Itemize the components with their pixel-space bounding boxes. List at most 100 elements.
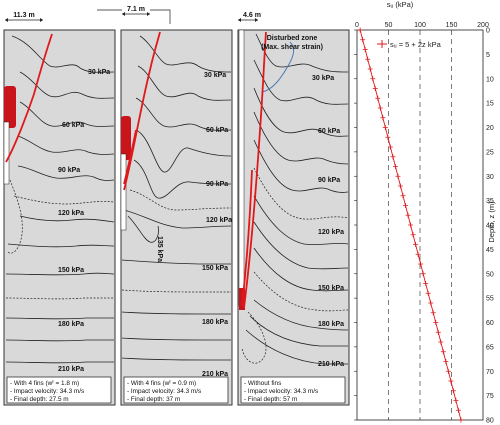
series-0-point-10 — [382, 125, 388, 130]
panel-3-notes-box — [240, 376, 346, 404]
panel-1: 11.3 m 30 kPa 60 kPa 90 kPa 120 kPa 150 … — [3, 12, 116, 406]
series-0-point-9 — [380, 115, 386, 121]
panel-2-background — [120, 29, 233, 406]
panel-3-contour-90 — [253, 139, 349, 193]
panel-3-disturbed-label-2: (Max. shear strain) — [261, 44, 323, 51]
panel-1-label-120: 120 kPa — [58, 210, 84, 217]
y-tick-label-75: 75 — [486, 393, 494, 400]
series-0-point-17 — [400, 193, 406, 199]
series-0-point-4 — [367, 66, 373, 72]
panel-2-failure-line-outer — [123, 31, 161, 191]
panel-2-label-60: 60 kPa — [206, 127, 228, 134]
panel-1-note-2: - Impact velocity: 34.3 m/s — [10, 388, 84, 395]
y-tick-label-55: 55 — [486, 296, 494, 303]
y-tick-label-45: 45 — [486, 247, 494, 254]
series-0-point-29 — [430, 310, 436, 316]
series-0-point-14 — [392, 164, 398, 169]
panel-1-contour-120 — [19, 215, 115, 223]
panel-2-contour-105 — [129, 189, 232, 211]
legend-series-label: sᵤ = 5 + 2z kPa — [390, 40, 442, 49]
y-tick-label-60: 60 — [486, 320, 494, 327]
series-0-point-27 — [425, 290, 431, 296]
panel-3-contour-120 — [253, 195, 349, 245]
panel-2-label-30: 30 kPa — [204, 72, 226, 79]
panel-2-pile — [121, 116, 131, 160]
series-0-point-18 — [403, 203, 409, 208]
chart-plot-frame — [356, 29, 484, 421]
panel-2-contour-60 — [135, 97, 232, 131]
series-0-point-25 — [420, 271, 426, 277]
panel-2-label-135: 135 kPa — [156, 236, 163, 262]
panel-3-pile-shaft — [238, 29, 245, 307]
series-0-point-24 — [418, 261, 424, 267]
panel-3-label-150: 150 kPa — [318, 285, 344, 292]
panel-2-contour-135 — [127, 215, 159, 243]
panel-1-contour-195 — [5, 339, 114, 342]
panel-1-contour-75 — [17, 135, 115, 155]
panel-2-label-180: 180 kPa — [202, 319, 228, 326]
panel-1-notes-box — [6, 376, 112, 404]
x-tick-label-100: 100 — [414, 22, 426, 29]
panel-2-contour-150 — [121, 259, 231, 265]
panel-2-contour-90 — [133, 159, 232, 199]
series-0-point-20 — [408, 222, 414, 228]
y-tick-label-80: 80 — [486, 418, 494, 425]
panel-3-label-120: 120 kPa — [318, 229, 344, 236]
panel-1-contour-105 — [13, 195, 115, 205]
y-tick-label-20: 20 — [486, 125, 494, 132]
panel-2-note-1: - With 4 fins (wᶠ = 0.9 m) — [127, 380, 196, 387]
panel-3-label-60: 60 kPa — [318, 128, 340, 135]
panel-1-label-210: 210 kPa — [58, 366, 84, 373]
panel-1-contour-30 — [11, 35, 115, 73]
panel-1-contour-60 — [19, 101, 115, 127]
panel-2-width-arrowheads — [122, 12, 150, 16]
series-0-point-7 — [375, 95, 381, 101]
series-0-point-36 — [448, 378, 454, 384]
panel-3-failure-line-inner — [241, 169, 253, 307]
panel-2-label-90: 90 kPa — [206, 181, 228, 188]
y-tick-label-15: 15 — [486, 101, 494, 108]
panel-1-contour-135 — [7, 243, 115, 248]
panel-1-contour-90 — [17, 165, 115, 181]
series-0-point-3 — [365, 56, 371, 62]
chart-series — [357, 27, 464, 423]
series-0-point-35 — [445, 368, 451, 374]
y-tick-label-35: 35 — [486, 198, 494, 205]
panel-2-width-label: 7.1 m — [127, 6, 145, 13]
panel-3-disturbed-boundary — [261, 41, 295, 93]
panel-1-label-180: 180 kPa — [58, 321, 84, 328]
series-0-point-16 — [397, 183, 403, 189]
panel-1-label-90: 90 kPa — [58, 167, 80, 174]
panel-3-background — [237, 29, 350, 406]
panel-2-contour-165 — [121, 289, 231, 293]
panel-1-pile-shaft — [3, 121, 10, 185]
series-0-point-30 — [433, 320, 439, 325]
series-0-point-34 — [443, 359, 449, 364]
series-0-point-28 — [428, 300, 434, 306]
series-0-point-8 — [377, 105, 383, 111]
panel-3-width-label: 4.6 m — [243, 12, 261, 19]
series-0-point-19 — [405, 212, 411, 218]
panel-3-note-2: - Impact velocity: 34.3 m/s — [244, 388, 318, 395]
x-tick-label-0: 0 — [355, 22, 359, 29]
chart-grid — [388, 30, 452, 420]
series-0-point-23 — [415, 251, 421, 257]
series-0-point-21 — [410, 232, 416, 238]
panel-1-background — [3, 29, 116, 406]
panel-3-contour-105 — [253, 167, 349, 220]
panel-3-contour-135 — [253, 221, 349, 270]
chart-y-ticks: 0 5 10 15 20 25 30 35 40 45 50 55 60 65 70 75 80 — [354, 28, 494, 425]
panel-2-label-150: 150 kPa — [202, 265, 228, 272]
series-0-point-33 — [440, 349, 446, 355]
panel-1-contour-210 — [5, 361, 114, 364]
series-0-point-5 — [370, 76, 376, 82]
series-0-point-1 — [360, 37, 366, 43]
panel-2-notes-box — [123, 376, 229, 404]
y-tick-label-25: 25 — [486, 149, 494, 156]
panel-2-label-210: 210 kPa — [202, 371, 228, 378]
panel-3-failure-line-outer — [243, 31, 267, 309]
panel-3-label-90: 90 kPa — [318, 177, 340, 184]
panel-3-label-180: 180 kPa — [318, 321, 344, 328]
y-tick-label-5: 5 — [486, 52, 490, 59]
